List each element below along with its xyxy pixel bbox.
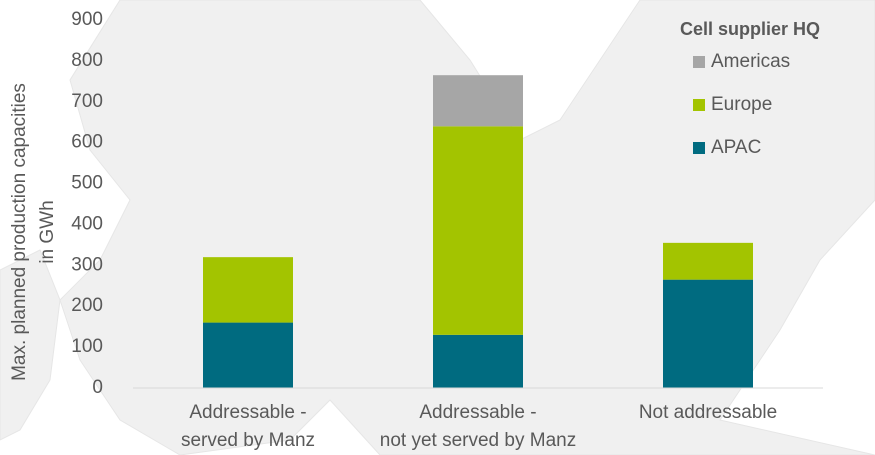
x-tick-label: Not addressable bbox=[639, 402, 777, 423]
bar-segment bbox=[663, 242, 753, 280]
bar-segment bbox=[203, 257, 293, 323]
y-tick-label: 900 bbox=[71, 9, 103, 30]
bar-segment bbox=[433, 126, 523, 335]
bar-segment bbox=[433, 75, 523, 127]
x-tick-label: served by Manz bbox=[181, 430, 315, 451]
y-tick-label: 300 bbox=[71, 254, 103, 275]
y-axis-label: Max. planned production capacities bbox=[9, 83, 30, 381]
y-axis-label: in GWh bbox=[37, 200, 58, 263]
legend-swatch bbox=[693, 142, 705, 154]
legend-label: Europe bbox=[711, 94, 772, 115]
x-tick-label: Addressable - bbox=[419, 402, 536, 423]
y-tick-label: 0 bbox=[92, 377, 103, 398]
legend-swatch bbox=[693, 99, 705, 111]
legend-title: Cell supplier HQ bbox=[680, 19, 820, 39]
y-tick-label: 100 bbox=[71, 336, 103, 357]
y-tick-label: 800 bbox=[71, 50, 103, 71]
y-tick-label: 400 bbox=[71, 213, 103, 234]
bar-segment bbox=[203, 322, 293, 388]
bar-segment bbox=[663, 279, 753, 388]
y-tick-label: 500 bbox=[71, 173, 103, 194]
y-tick-label: 700 bbox=[71, 91, 103, 112]
legend-swatch bbox=[693, 56, 705, 68]
x-tick-label: Addressable - bbox=[189, 402, 306, 423]
x-tick-label: not yet served by Manz bbox=[380, 430, 576, 451]
legend-label: APAC bbox=[711, 137, 761, 158]
bar-segment bbox=[433, 334, 523, 388]
y-tick-label: 200 bbox=[71, 295, 103, 316]
legend-label: Americas bbox=[711, 51, 790, 72]
y-tick-label: 600 bbox=[71, 132, 103, 153]
